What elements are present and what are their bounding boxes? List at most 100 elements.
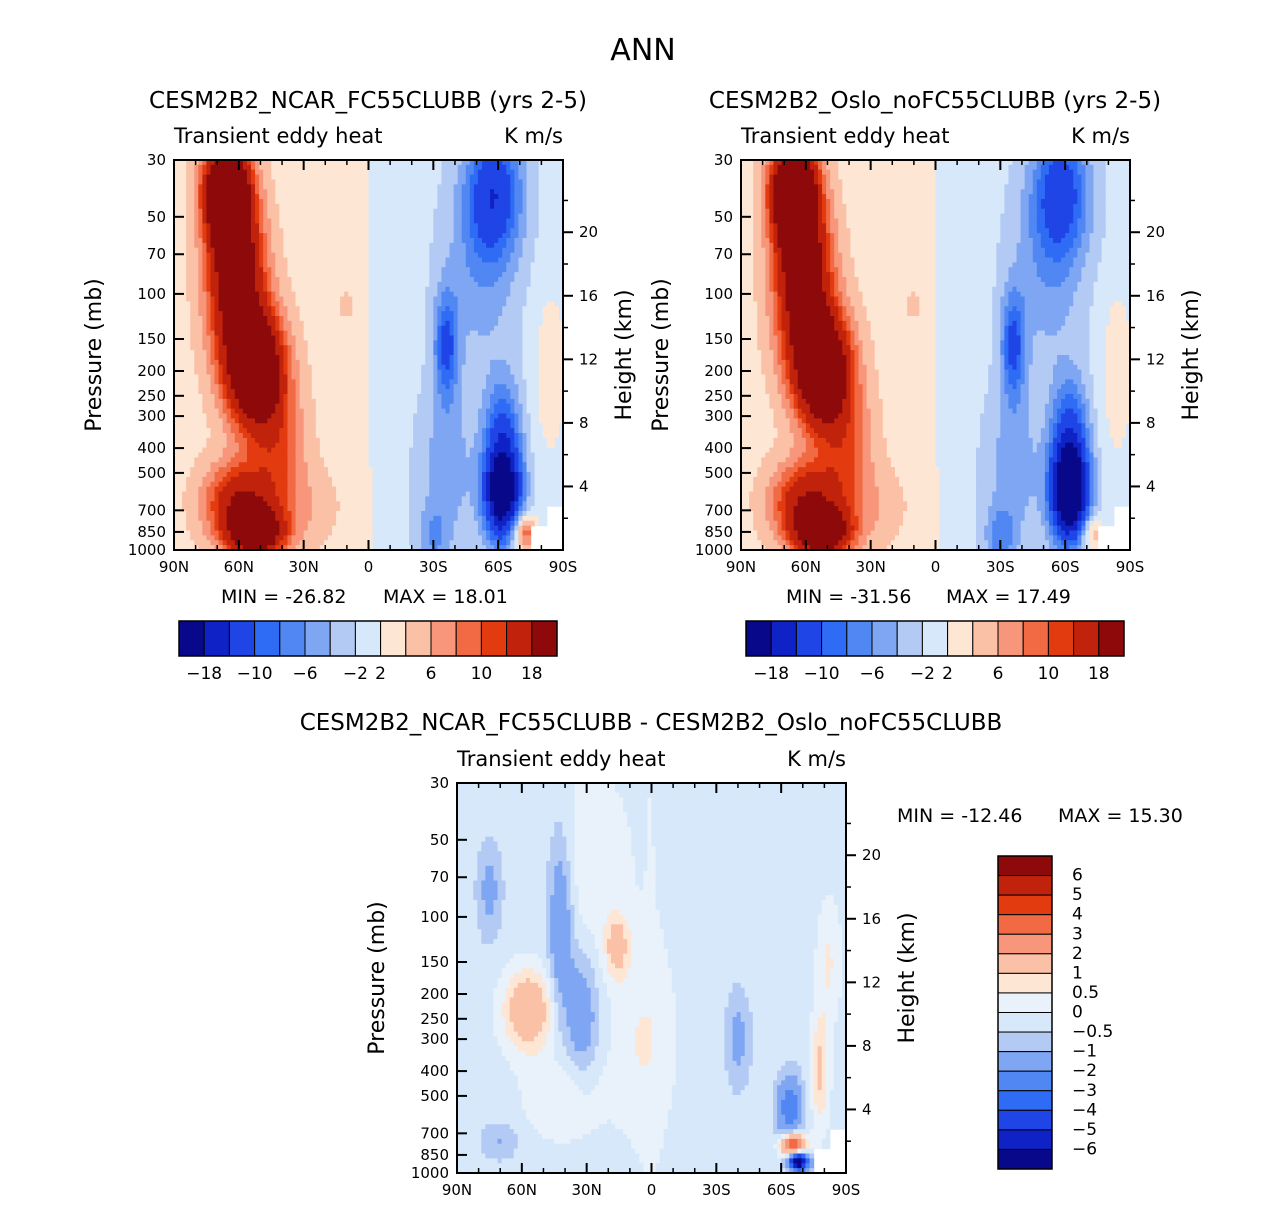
field-cell — [255, 345, 260, 351]
field-cell — [558, 281, 563, 288]
field-cell — [352, 364, 357, 371]
field-cell — [299, 355, 305, 361]
field-cell — [275, 262, 280, 268]
field-cell — [307, 199, 313, 205]
field-cell — [534, 281, 540, 288]
field-cell — [526, 277, 532, 283]
field-cell — [364, 316, 370, 322]
field-cell — [246, 262, 252, 268]
field-cell — [498, 384, 503, 390]
field-cell — [327, 384, 333, 390]
field-cell — [352, 345, 357, 351]
field-cell — [534, 389, 540, 395]
field-cell — [315, 325, 321, 332]
field-cell — [372, 296, 378, 302]
field-cell — [465, 325, 471, 332]
field-cell — [242, 257, 248, 263]
field-cell — [550, 267, 556, 273]
field-cell — [190, 306, 195, 312]
field-cell — [174, 398, 179, 405]
field-cell — [238, 306, 244, 312]
field-cell — [514, 311, 520, 317]
field-cell — [417, 164, 422, 171]
field-cell — [498, 335, 503, 341]
field-cell — [445, 398, 451, 405]
field-cell — [388, 350, 394, 356]
field-cell — [194, 252, 199, 259]
field-cell — [230, 184, 236, 190]
field-cell — [226, 160, 232, 166]
field-cell — [186, 257, 191, 263]
field-cell — [400, 311, 406, 317]
field-cell — [186, 247, 191, 254]
field-cell — [299, 398, 305, 405]
field-cell — [255, 320, 260, 327]
field-cell — [510, 394, 515, 400]
field-cell — [238, 238, 244, 244]
field-cell — [425, 184, 430, 190]
field-cell — [307, 164, 313, 171]
field-cell — [514, 213, 520, 220]
field-cell — [526, 340, 532, 346]
field-cell — [198, 223, 203, 229]
field-cell — [550, 194, 556, 200]
field-cell — [348, 325, 353, 332]
field-cell — [457, 223, 463, 229]
field-cell — [230, 164, 236, 171]
field-cell — [530, 169, 536, 176]
field-cell — [206, 203, 212, 210]
field-cell — [453, 238, 459, 244]
field-cell — [230, 267, 236, 273]
field-cell — [546, 277, 552, 283]
field-cell — [409, 359, 414, 366]
field-cell — [202, 403, 208, 410]
field-cell — [413, 403, 418, 410]
field-cell — [299, 335, 305, 341]
field-cell — [242, 384, 248, 390]
field-cell — [295, 238, 301, 244]
field-cell — [255, 189, 260, 195]
field-cell — [182, 286, 187, 293]
field-cell — [437, 164, 443, 171]
field-cell — [449, 160, 455, 166]
field-cell — [214, 179, 220, 185]
field-cell — [518, 301, 524, 307]
field-cell — [518, 174, 524, 181]
field-cell — [356, 394, 361, 400]
field-cell — [202, 208, 208, 215]
field-cell — [279, 306, 284, 312]
field-cell — [550, 262, 556, 268]
field-cell — [498, 184, 503, 190]
field-cell — [477, 281, 483, 288]
field-cell — [234, 325, 240, 332]
field-cell — [400, 330, 406, 337]
field-cell — [263, 384, 268, 390]
field-cell — [198, 189, 203, 195]
field-cell — [263, 203, 268, 210]
field-cell — [392, 174, 398, 181]
field-cell — [554, 267, 560, 273]
field-cell — [388, 306, 394, 312]
field-cell — [550, 369, 556, 376]
field-cell — [323, 213, 329, 220]
field-cell — [332, 398, 337, 405]
field-cell — [275, 379, 280, 385]
field-cell — [538, 403, 544, 410]
field-cell — [494, 311, 499, 317]
field-cell — [404, 330, 410, 337]
field-cell — [311, 223, 317, 229]
field-cell — [226, 228, 232, 234]
field-cell — [404, 257, 410, 263]
field-cell — [469, 160, 475, 166]
field-cell — [242, 374, 248, 380]
field-cell — [340, 199, 345, 205]
field-cell — [445, 233, 451, 239]
field-cell — [441, 369, 447, 376]
field-cell — [538, 379, 544, 385]
field-cell — [275, 174, 280, 181]
field-cell — [486, 359, 491, 366]
field-cell — [465, 340, 471, 346]
field-cell — [473, 203, 479, 210]
field-cell — [490, 218, 495, 224]
field-cell — [461, 291, 467, 298]
